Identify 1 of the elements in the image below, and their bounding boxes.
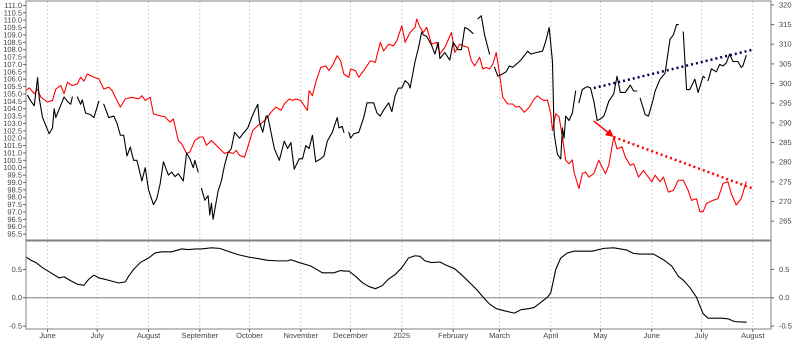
line-series xyxy=(25,247,747,323)
